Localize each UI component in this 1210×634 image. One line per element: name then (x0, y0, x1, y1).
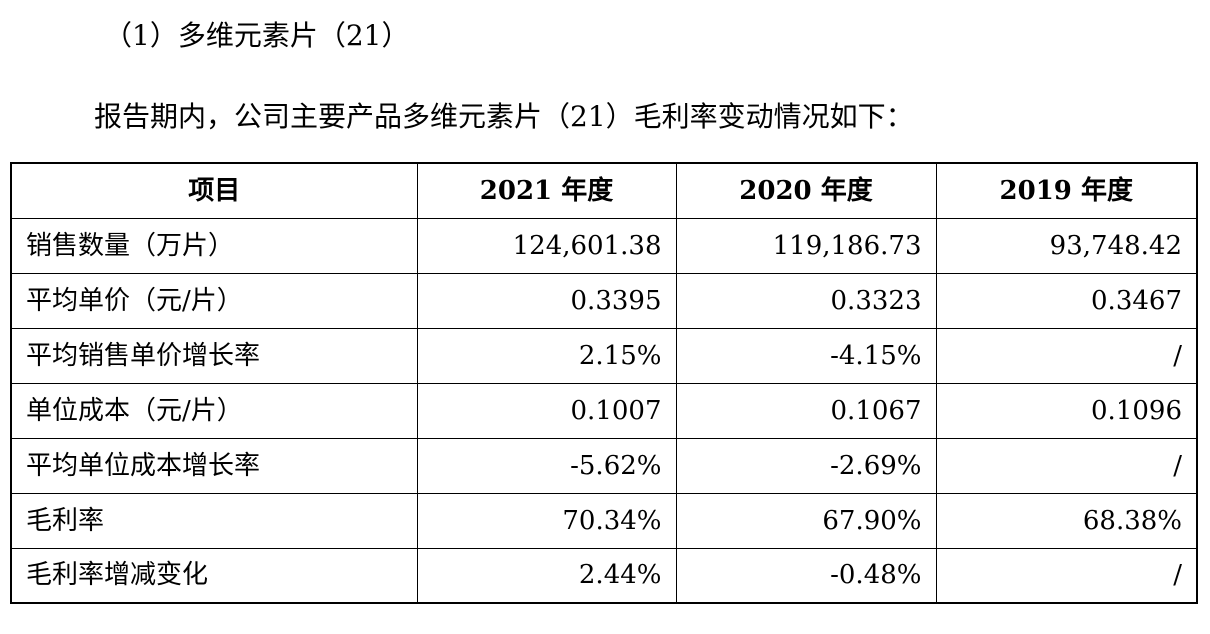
table-row: 毛利率 70.34% 67.90% 68.38% (10, 492, 1198, 549)
section-heading: （1）多维元素片（21） (104, 19, 410, 52)
cell-2020: -2.69% (675, 437, 937, 494)
header-2020: 2020 年度 (675, 162, 937, 219)
cell-2020: 119,186.73 (675, 217, 937, 274)
cell-2020: -4.15% (675, 327, 937, 384)
row-label: 平均单位成本增长率 (10, 437, 418, 494)
row-label: 毛利率增减变化 (10, 547, 418, 604)
cell-2021: 2.15% (416, 327, 677, 384)
cell-2021: 70.34% (416, 492, 677, 549)
cell-2019: 93,748.42 (935, 217, 1198, 274)
table-row: 平均销售单价增长率 2.15% -4.15% / (10, 327, 1198, 384)
cell-2021: -5.62% (416, 437, 677, 494)
header-2021: 2021 年度 (416, 162, 677, 219)
intro-paragraph: 报告期内，公司主要产品多维元素片（21）毛利率变动情况如下： (94, 100, 914, 133)
table-row: 平均单价（元/片） 0.3395 0.3323 0.3467 (10, 272, 1198, 329)
cell-2019: 0.1096 (935, 382, 1198, 439)
cell-2019: / (935, 437, 1198, 494)
row-label: 平均销售单价增长率 (10, 327, 418, 384)
row-label: 单位成本（元/片） (10, 382, 418, 439)
table-row: 单位成本（元/片） 0.1007 0.1067 0.1096 (10, 382, 1198, 439)
row-label: 平均单价（元/片） (10, 272, 418, 329)
cell-2019: / (935, 547, 1198, 604)
table-row: 毛利率增减变化 2.44% -0.48% / (10, 547, 1198, 604)
cell-2021: 2.44% (416, 547, 677, 604)
cell-2019: 68.38% (935, 492, 1198, 549)
cell-2020: 67.90% (675, 492, 937, 549)
table-row: 平均单位成本增长率 -5.62% -2.69% / (10, 437, 1198, 494)
cell-2021: 124,601.38 (416, 217, 677, 274)
row-label: 毛利率 (10, 492, 418, 549)
cell-2021: 0.3395 (416, 272, 677, 329)
cell-2019: 0.3467 (935, 272, 1198, 329)
cell-2020: 0.3323 (675, 272, 937, 329)
cell-2020: -0.48% (675, 547, 937, 604)
gross-margin-table: 项目 2021 年度 2020 年度 2019 年度 销售数量（万片） 124,… (10, 162, 1198, 604)
row-label: 销售数量（万片） (10, 217, 418, 274)
header-2019: 2019 年度 (935, 162, 1198, 219)
table-row: 销售数量（万片） 124,601.38 119,186.73 93,748.42 (10, 217, 1198, 274)
table-header-row: 项目 2021 年度 2020 年度 2019 年度 (10, 162, 1198, 219)
cell-2019: / (935, 327, 1198, 384)
header-item: 项目 (10, 162, 418, 219)
cell-2021: 0.1007 (416, 382, 677, 439)
cell-2020: 0.1067 (675, 382, 937, 439)
